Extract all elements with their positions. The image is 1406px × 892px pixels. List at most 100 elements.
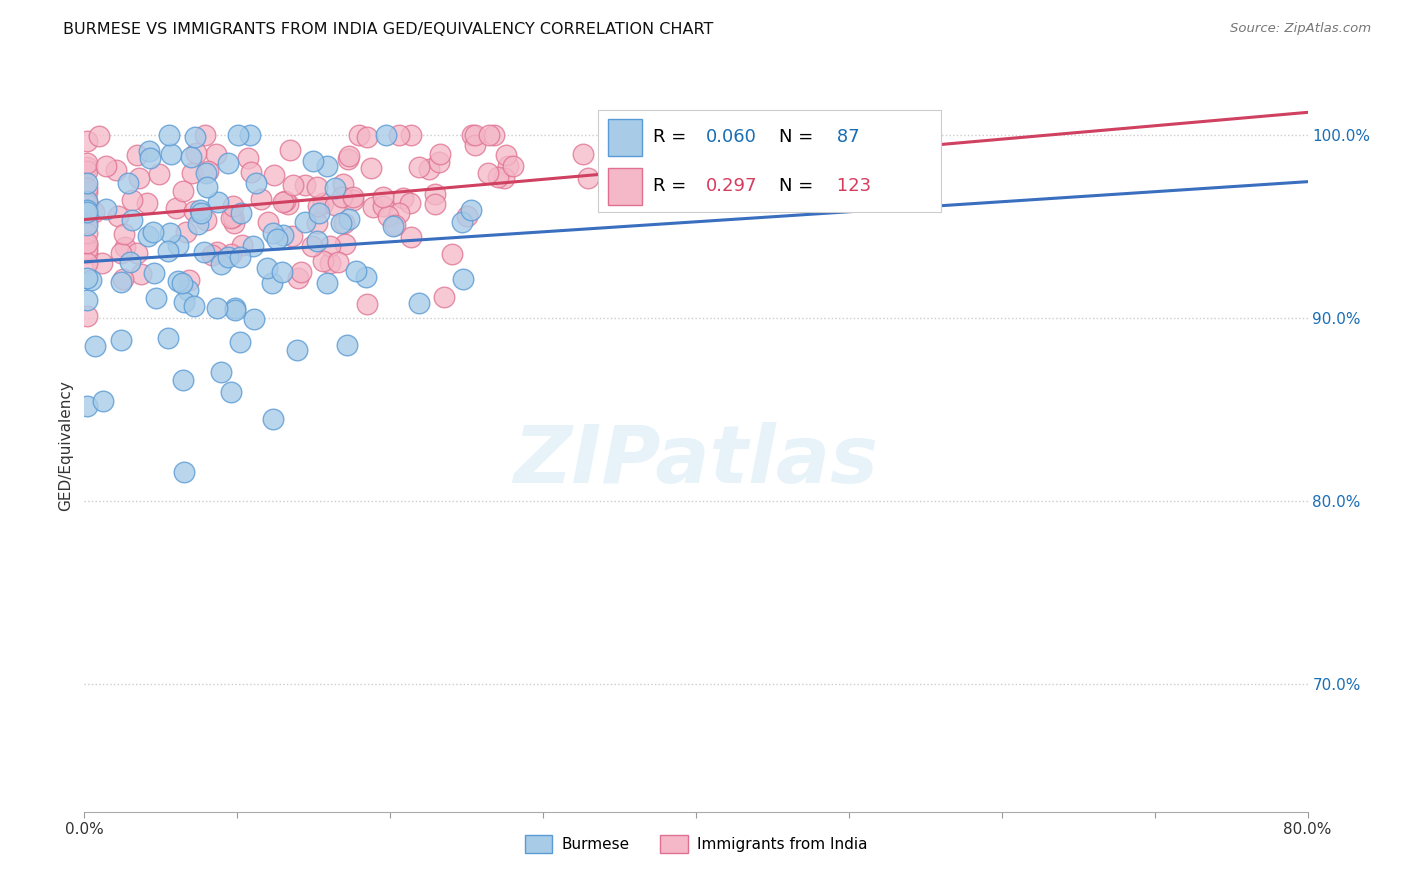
Point	[76, 214, 98, 228]
Point	[222, 199, 245, 213]
Point	[240, 164, 263, 178]
Point	[332, 178, 354, 192]
Point	[301, 239, 323, 253]
Point	[495, 148, 517, 162]
Point	[307, 199, 329, 213]
Point	[333, 236, 356, 251]
Bar	[607, 168, 643, 204]
Point	[356, 297, 378, 311]
Point	[330, 216, 353, 230]
Point	[305, 234, 328, 248]
Point	[111, 272, 134, 286]
Point	[266, 232, 288, 246]
Point	[194, 128, 217, 142]
Point	[76, 134, 98, 148]
Point	[156, 244, 179, 259]
Point	[312, 253, 335, 268]
Point	[136, 229, 159, 244]
Point	[145, 291, 167, 305]
Text: R =: R =	[654, 178, 692, 195]
Point	[418, 161, 440, 176]
Point	[76, 202, 98, 217]
Point	[170, 277, 193, 291]
Point	[356, 129, 378, 144]
Point	[142, 225, 165, 239]
Point	[219, 246, 242, 260]
Point	[188, 202, 211, 217]
Point	[179, 273, 201, 287]
Point	[363, 200, 385, 214]
Y-axis label: GED/Equivalency: GED/Equivalency	[58, 381, 73, 511]
Point	[217, 250, 239, 264]
Point	[110, 275, 132, 289]
Point	[242, 238, 264, 252]
Point	[250, 192, 273, 206]
Text: 87: 87	[831, 128, 859, 146]
Bar	[607, 119, 643, 155]
Point	[229, 205, 252, 219]
Point	[377, 209, 399, 223]
Point	[135, 195, 157, 210]
Point	[229, 335, 252, 350]
Point	[456, 209, 478, 223]
Point	[271, 265, 294, 279]
Point	[307, 216, 329, 230]
Point	[305, 179, 328, 194]
Point	[316, 159, 339, 173]
Point	[274, 194, 297, 208]
Point	[93, 393, 115, 408]
Point	[195, 180, 218, 194]
Point	[319, 256, 342, 270]
Point	[326, 255, 349, 269]
Point	[76, 256, 98, 270]
Point	[219, 211, 242, 225]
Point	[492, 171, 515, 186]
Point	[76, 156, 98, 170]
Point	[572, 147, 595, 161]
FancyBboxPatch shape	[598, 110, 941, 212]
Point	[166, 274, 188, 288]
Point	[76, 186, 98, 200]
Point	[156, 330, 179, 344]
Point	[451, 215, 474, 229]
Point	[316, 277, 339, 291]
Point	[280, 228, 302, 243]
Text: 0.060: 0.060	[706, 128, 756, 146]
Point	[83, 204, 105, 219]
Point	[408, 161, 430, 175]
Point	[76, 236, 98, 251]
Point	[217, 156, 239, 170]
Point	[76, 242, 98, 256]
Point	[209, 257, 232, 271]
Point	[76, 194, 98, 208]
Point	[347, 128, 370, 142]
Point	[190, 206, 212, 220]
Point	[193, 244, 215, 259]
Point	[337, 149, 360, 163]
Point	[177, 283, 200, 297]
Point	[311, 195, 333, 210]
Point	[195, 213, 218, 227]
Point	[502, 159, 524, 173]
Point	[207, 194, 229, 209]
Point	[425, 187, 447, 202]
Point	[76, 194, 98, 209]
Point	[173, 466, 195, 480]
Point	[76, 196, 98, 211]
Point	[287, 271, 309, 285]
Point	[229, 250, 252, 264]
Point	[401, 128, 423, 142]
Point	[256, 260, 278, 275]
Point	[114, 240, 136, 254]
Point	[76, 218, 98, 232]
Point	[224, 301, 246, 315]
Point	[262, 227, 284, 241]
Text: Source: ZipAtlas.com: Source: ZipAtlas.com	[1230, 22, 1371, 36]
Point	[277, 197, 299, 211]
Text: N =: N =	[779, 128, 820, 146]
Point	[110, 333, 132, 347]
Point	[238, 128, 260, 142]
Point	[143, 266, 166, 280]
Point	[76, 161, 98, 175]
Point	[121, 212, 143, 227]
